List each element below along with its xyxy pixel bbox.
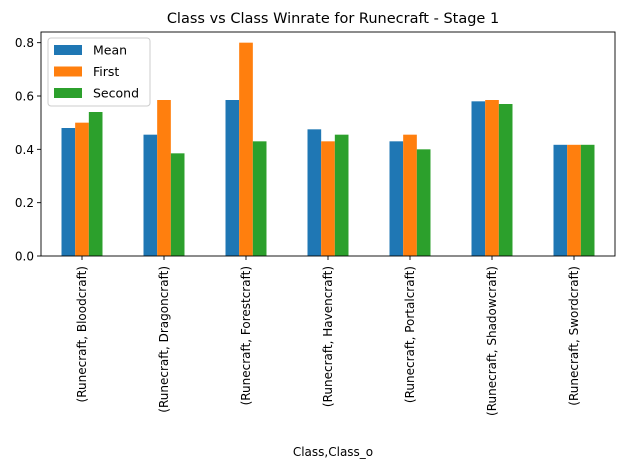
legend-label-second: Second	[93, 86, 139, 101]
bar-second-1	[170, 153, 185, 256]
bar-first-1	[157, 100, 171, 256]
y-tick-label: 0.2	[15, 196, 34, 210]
y-tick-label: 0.8	[15, 36, 34, 50]
legend-swatch-mean	[54, 45, 82, 55]
x-tick-label: (Runecraft, Havencraft)	[321, 266, 335, 407]
bar-mean-0	[61, 128, 76, 256]
bar-first-4	[403, 134, 417, 256]
bar-first-3	[321, 141, 335, 256]
x-tick-label: (Runecraft, Shadowcraft)	[485, 266, 499, 416]
bar-first-5	[485, 100, 499, 256]
bar-second-5	[498, 104, 513, 256]
x-axis-label: Class,Class_o	[293, 445, 373, 459]
legend-swatch-second	[54, 88, 82, 98]
x-tick-label: (Runecraft, Forestcraft)	[239, 266, 253, 405]
bar-first-0	[75, 122, 89, 256]
legend-label-mean: Mean	[93, 43, 127, 58]
y-tick-label: 0.6	[15, 90, 34, 104]
chart-title: Class vs Class Winrate for Runecraft - S…	[167, 11, 499, 27]
bars-layer	[61, 42, 595, 256]
legend: Mean First Second	[47, 37, 151, 107]
bar-second-6	[580, 144, 595, 256]
bar-second-3	[334, 134, 349, 256]
bar-mean-3	[307, 129, 322, 256]
bar-mean-4	[389, 141, 404, 256]
x-tick-label: (Runecraft, Portalcraft)	[403, 266, 417, 403]
legend-label-first: First	[93, 64, 119, 79]
x-tick-label: (Runecraft, Bloodcraft)	[75, 266, 89, 402]
bar-mean-1	[143, 134, 158, 256]
bar-second-4	[416, 149, 431, 256]
x-tick-label: (Runecraft, Swordcraft)	[567, 266, 581, 406]
bar-second-2	[252, 141, 267, 256]
bar-second-0	[88, 112, 103, 256]
bar-mean-2	[225, 100, 240, 256]
plot-frame	[40, 31, 616, 257]
legend-swatch-first	[54, 66, 82, 77]
bar-first-2	[239, 42, 253, 256]
axes-layer: (Runecraft, Bloodcraft) (Runecraft, Drago…	[15, 36, 581, 416]
bar-mean-5	[471, 101, 486, 256]
y-tick-label: 0.0	[15, 250, 34, 264]
bar-mean-6	[553, 144, 568, 256]
y-tick-label: 0.4	[15, 143, 34, 157]
bar-first-6	[567, 144, 581, 256]
x-tick-label: (Runecraft, Dragoncraft)	[157, 266, 171, 413]
